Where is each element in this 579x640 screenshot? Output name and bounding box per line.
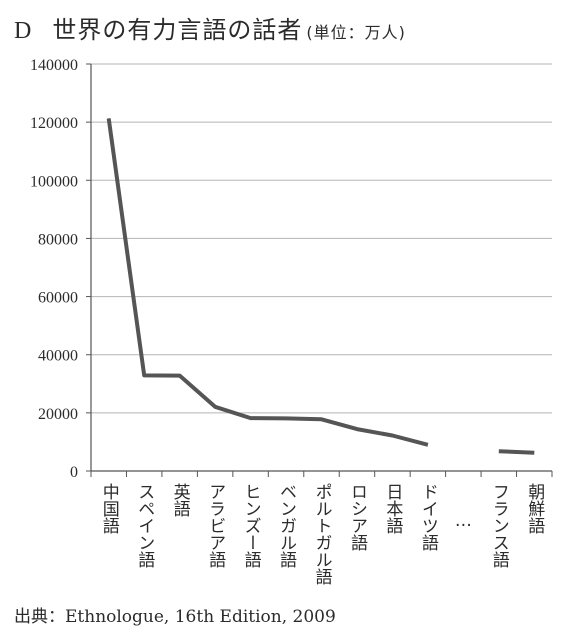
x-tick-label: スペイン語 [134,483,155,568]
grid-lines [86,63,552,472]
x-tick-label: … [453,511,473,531]
y-tick-label: 40000 [38,348,78,365]
source-text: Ethnologue, 16th Edition, 2009 [65,607,336,627]
chart-letter: D [14,18,33,44]
chart-title-text: 世界の有力言語の話者 [52,16,303,44]
x-tick-label: ドイツ語 [418,483,439,551]
y-tick-label: 120000 [30,115,78,132]
y-tick-label: 60000 [38,290,78,307]
y-tick-label: 0 [70,464,78,481]
x-tick-labels: 中国語 スペイン語 英語 アラビア語 ヒンズー語 ベンガル語 ポルトガル語 ロシア語 日本語 ドイ… [99,483,545,585]
source-label: 出典： [14,607,65,627]
unit-label: (単位：万人) [306,23,406,42]
series-line [106,118,429,447]
source-note: 出典：Ethnologue, 16th Edition, 2009 [14,602,336,627]
x-tick-label: ロシア語 [347,483,368,551]
y-tick-labels: 0 20000 40000 60000 80000 100000 120000 140000 [30,57,78,481]
series-lines [106,118,535,455]
x-tick-label: 英語 [170,483,191,517]
y-tick-label: 140000 [30,57,78,74]
x-tick-label: フランス語 [489,483,510,568]
y-tick-label: 100000 [30,173,78,190]
x-tick-label: 朝鮮語 [524,483,545,534]
y-tick-label: 80000 [38,231,78,248]
series-line [498,449,535,455]
chart-title: D 世界の有力言語の話者 (単位：万人) [14,10,406,45]
axes [90,64,553,477]
x-tick-label: アラビア語 [205,483,226,568]
x-tick-label: ポルトガル語 [312,483,333,585]
line-chart: 020000400006000080000100000120000140000 … [30,57,553,585]
x-tick-label: 日本語 [382,483,403,534]
x-tick-label: ヒンズー語 [241,483,261,568]
y-tick-label: 20000 [38,406,78,423]
x-tick-label: 中国語 [99,483,120,534]
x-tick-label: ベンガル語 [276,483,297,568]
